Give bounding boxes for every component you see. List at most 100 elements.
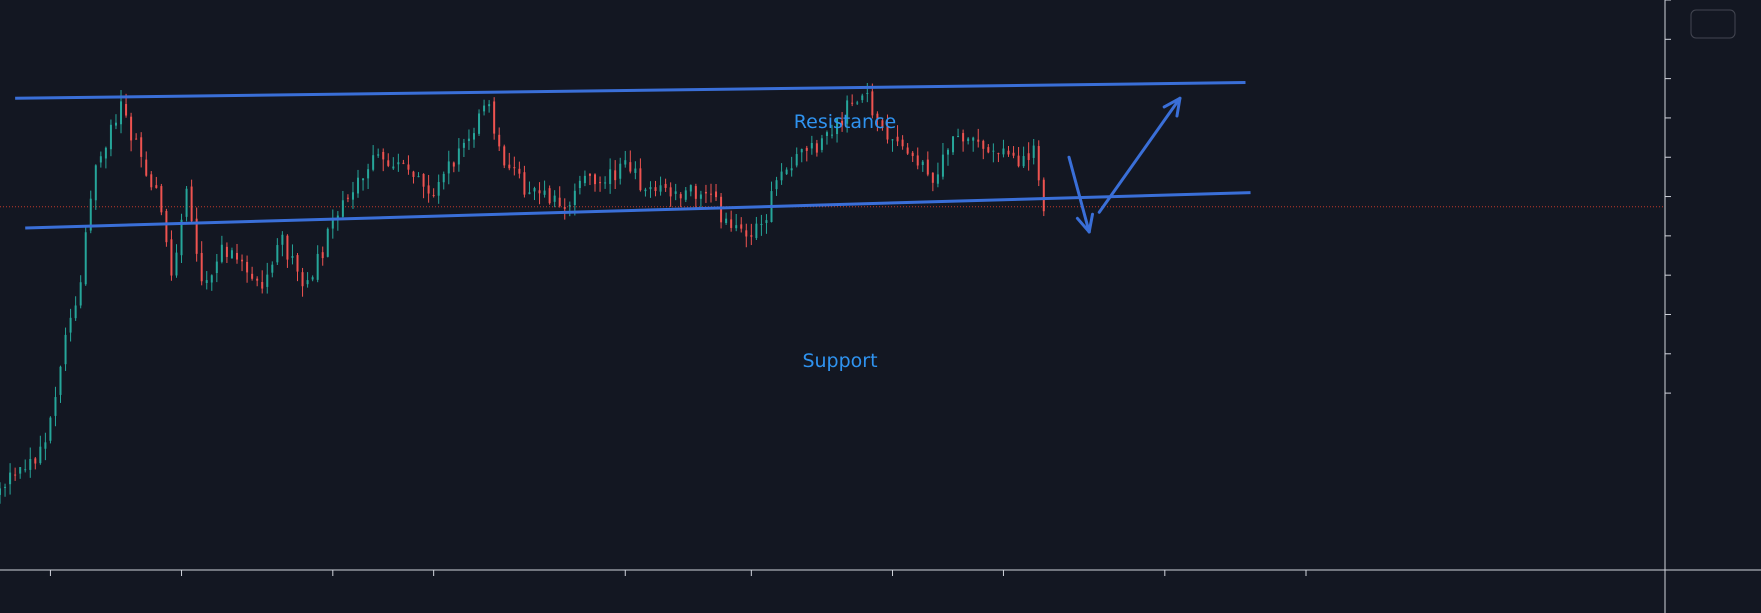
support-label: Support bbox=[802, 350, 877, 372]
settings-button[interactable] bbox=[1690, 9, 1736, 39]
candle bbox=[165, 208, 168, 247]
candle-body bbox=[195, 218, 198, 254]
candle bbox=[392, 157, 395, 170]
candle-body bbox=[336, 215, 339, 220]
candle-body bbox=[952, 136, 955, 153]
candle bbox=[1037, 140, 1040, 187]
candle-body bbox=[326, 228, 329, 257]
candle-body bbox=[795, 154, 798, 166]
candle-body bbox=[427, 185, 430, 194]
channel-trendlines[interactable] bbox=[15, 81, 1251, 230]
price-axis-ticks[interactable] bbox=[1665, 0, 1671, 394]
candle-body bbox=[397, 162, 400, 165]
candle-body bbox=[467, 138, 470, 142]
candle bbox=[987, 144, 990, 154]
candle bbox=[155, 176, 158, 189]
candle-body bbox=[291, 256, 294, 258]
candle bbox=[29, 447, 32, 478]
candle-body bbox=[508, 164, 511, 169]
candle-body bbox=[851, 102, 854, 104]
candle bbox=[246, 255, 249, 283]
candle-body bbox=[967, 138, 970, 141]
candle-body bbox=[780, 171, 783, 181]
candle bbox=[64, 327, 67, 371]
candle bbox=[442, 171, 445, 190]
candle-body bbox=[941, 154, 944, 177]
candle-body bbox=[936, 174, 939, 184]
candle-body bbox=[977, 139, 980, 142]
candle-body bbox=[568, 205, 571, 207]
candle-body bbox=[180, 219, 183, 256]
candle bbox=[44, 432, 47, 461]
down-arrow[interactable] bbox=[1067, 155, 1095, 234]
candle bbox=[69, 308, 72, 342]
resistance-trendline[interactable] bbox=[15, 81, 1246, 100]
candle-body bbox=[54, 397, 57, 416]
support-trendline[interactable] bbox=[25, 191, 1251, 230]
candle-body bbox=[820, 138, 823, 150]
candle bbox=[326, 227, 329, 258]
candle bbox=[1012, 146, 1015, 159]
candle-body bbox=[987, 147, 990, 153]
candle bbox=[831, 124, 834, 139]
forecast-arrows[interactable] bbox=[1067, 96, 1182, 234]
candle bbox=[841, 112, 844, 132]
candle-body bbox=[578, 180, 581, 189]
candle bbox=[336, 211, 339, 231]
candle bbox=[99, 151, 102, 168]
candle-body bbox=[619, 163, 622, 179]
candle bbox=[276, 238, 279, 266]
candle bbox=[725, 212, 728, 225]
candle bbox=[730, 210, 733, 232]
candle bbox=[629, 150, 632, 174]
candle bbox=[578, 175, 581, 195]
candle bbox=[997, 152, 1000, 163]
candle bbox=[679, 192, 682, 208]
candle bbox=[483, 99, 486, 116]
candle-body bbox=[9, 472, 12, 485]
candle bbox=[820, 134, 823, 153]
candle-body bbox=[916, 155, 919, 166]
candle bbox=[856, 100, 859, 105]
candle bbox=[846, 95, 849, 133]
candle-body bbox=[856, 102, 859, 104]
up-arrow[interactable] bbox=[1097, 96, 1182, 214]
candle-body bbox=[765, 220, 768, 223]
resistance-label: Resistance bbox=[794, 111, 896, 133]
candle bbox=[644, 187, 647, 197]
candle-body bbox=[432, 195, 435, 197]
candle-body bbox=[775, 180, 778, 190]
candle-body bbox=[246, 261, 249, 273]
candle bbox=[931, 172, 934, 192]
candle-body bbox=[447, 161, 450, 174]
candle-body bbox=[382, 151, 385, 160]
candle bbox=[251, 266, 254, 281]
candle-body bbox=[235, 252, 238, 260]
candle-body bbox=[825, 132, 828, 136]
candle-body bbox=[261, 282, 264, 289]
candle-body bbox=[321, 252, 324, 259]
candle-body bbox=[790, 168, 793, 171]
candle bbox=[906, 143, 909, 155]
candle-body bbox=[911, 152, 914, 157]
candle-body bbox=[462, 142, 465, 148]
candle bbox=[654, 180, 657, 197]
candle bbox=[503, 144, 506, 169]
candle-body bbox=[84, 232, 87, 285]
candle bbox=[689, 184, 692, 197]
candle bbox=[296, 253, 299, 282]
candle-body bbox=[286, 235, 289, 260]
candle bbox=[639, 158, 642, 192]
candle-body bbox=[931, 172, 934, 183]
candle-body bbox=[588, 173, 591, 176]
candle bbox=[205, 271, 208, 290]
candle bbox=[175, 244, 178, 278]
candle bbox=[185, 185, 188, 222]
candle-body bbox=[59, 366, 62, 395]
candle bbox=[881, 118, 884, 131]
candle-body bbox=[251, 273, 254, 279]
candle-body bbox=[1037, 146, 1040, 181]
candle-body bbox=[407, 164, 410, 170]
